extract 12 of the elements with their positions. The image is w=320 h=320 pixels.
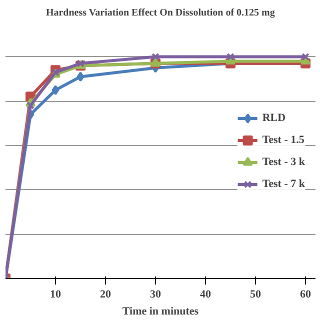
legend-label: Test - 7 k [262, 178, 305, 190]
x-tick-label: 40 [200, 288, 212, 300]
x-tick-label: 30 [150, 288, 162, 300]
chart-title: Hardness Variation Effect On Dissolution of 0.125 mg [46, 8, 275, 18]
x-tick-label: 60 [300, 288, 312, 300]
x-tick-label: 20 [100, 288, 112, 300]
legend-label: Test - 1.5 [262, 134, 304, 146]
x-axis-title: Time in minutes [122, 306, 200, 318]
x-tick-label: 10 [50, 288, 62, 300]
legend-label: RLD [262, 112, 286, 124]
x-tick-label: 50 [250, 288, 262, 300]
legend-label: Test - 3 k [262, 156, 305, 168]
